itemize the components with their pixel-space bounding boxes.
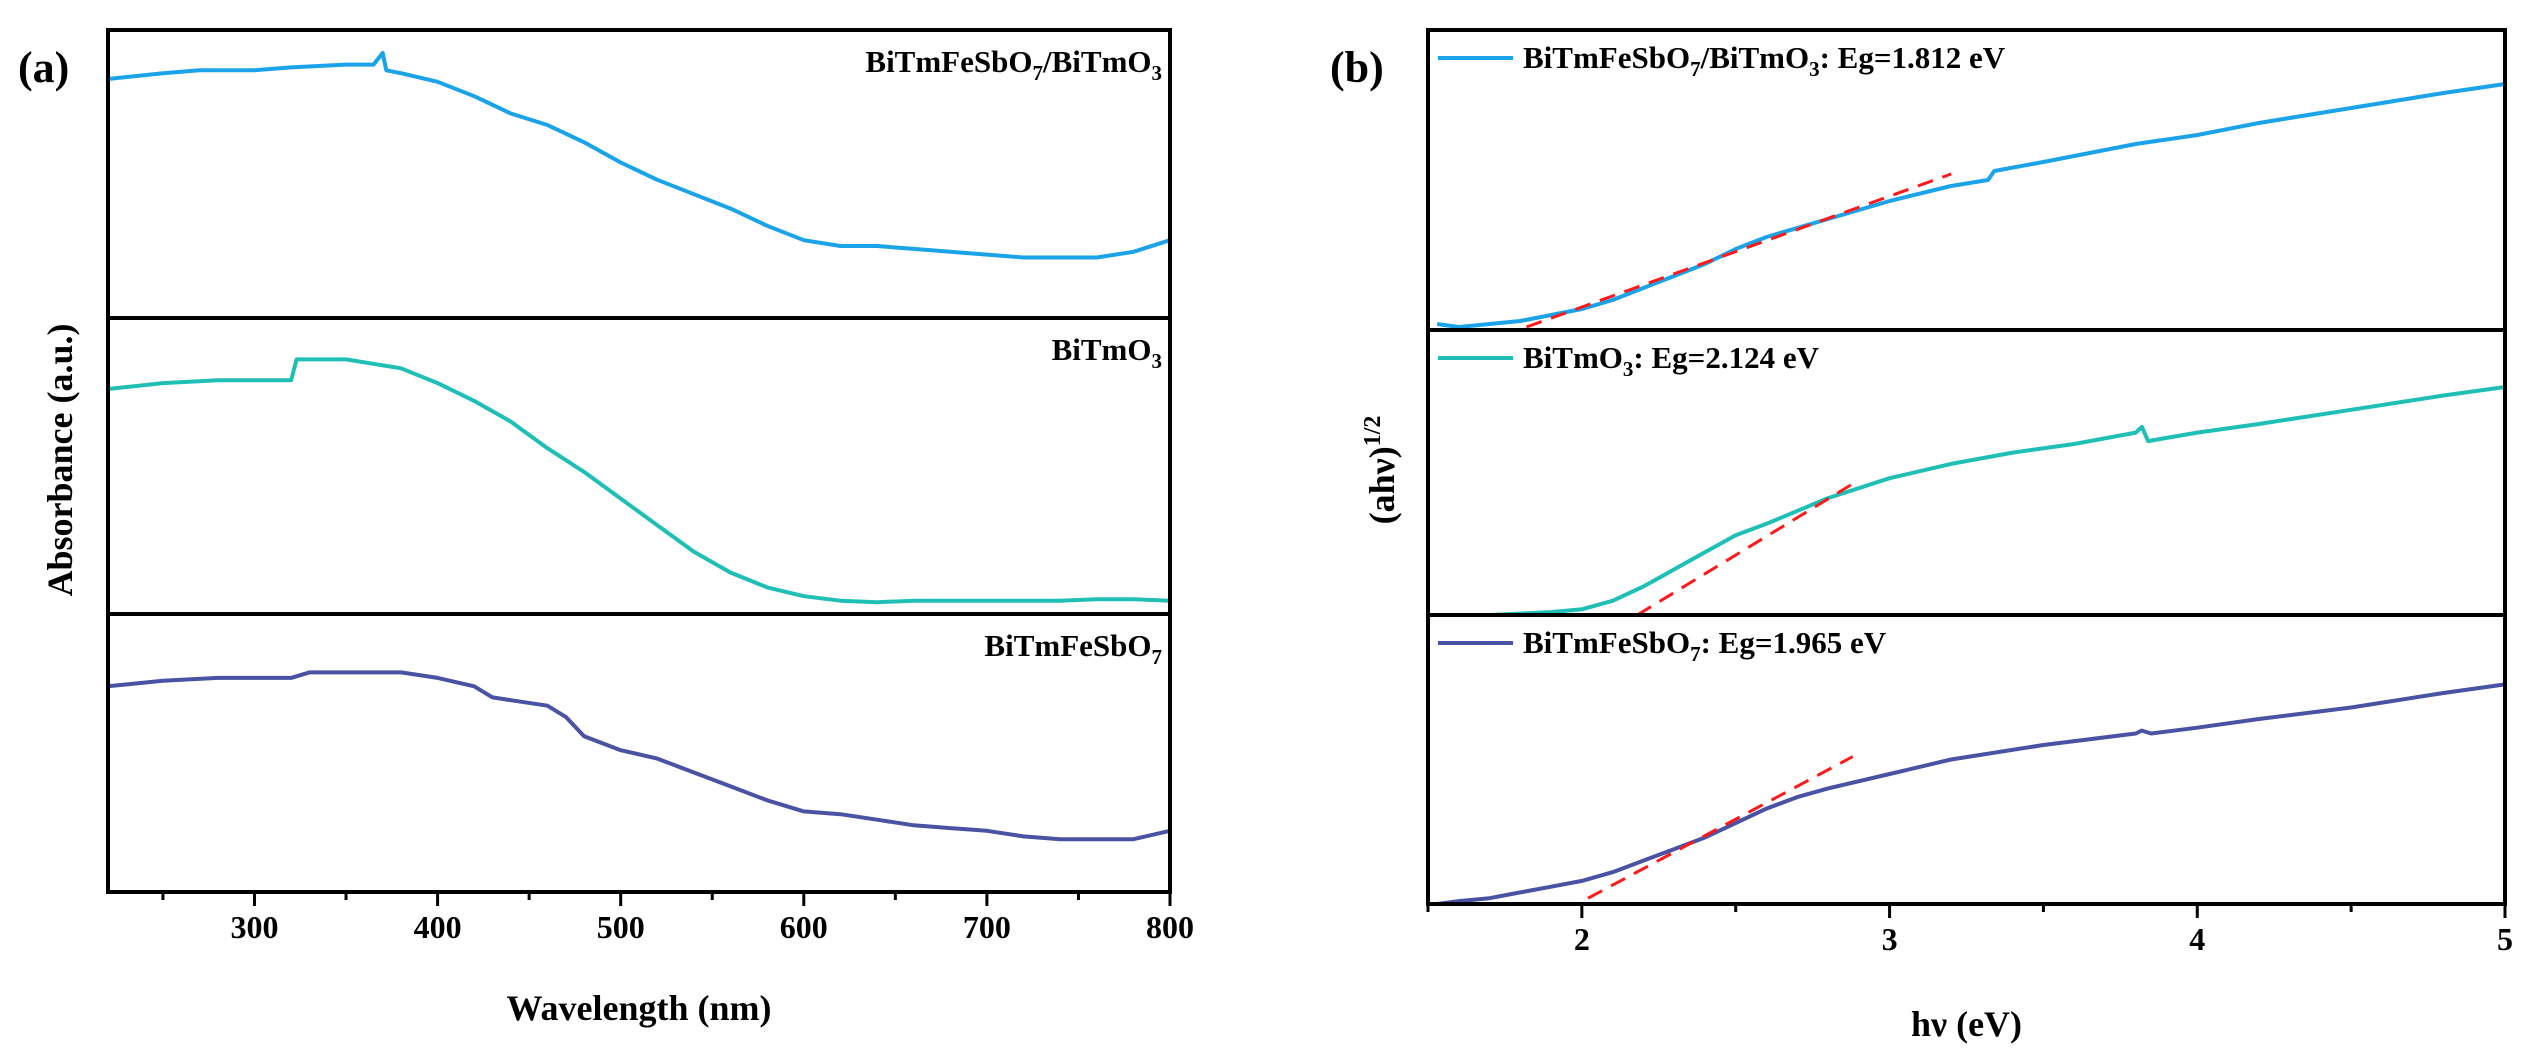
series-label-2-part: BiTmFeSbO (984, 628, 1151, 663)
legend-label-0-part: /BiTmO (1700, 40, 1810, 75)
series-line-2 (107, 670, 1171, 842)
legend-label-1-part: 3 (1623, 357, 1634, 381)
x-tick-label: 400 (414, 909, 462, 945)
x-tick-label: 5 (2497, 921, 2513, 957)
series-label-1: BiTmO3 (1052, 332, 1162, 373)
x-tick-label: 600 (780, 909, 828, 945)
legend-label-0: BiTmFeSbO7/BiTmO3: Eg=1.812 eV (1523, 40, 2006, 81)
legend-label-0-part: : Eg=1.812 eV (1820, 40, 2006, 75)
panel-label: (b) (1330, 43, 1384, 92)
legend-label-0-part: 3 (1809, 57, 1820, 81)
y-axis-title-sup: 1/2 (1360, 416, 1386, 447)
x-tick-label: 3 (1882, 921, 1898, 957)
series-line-2 (1436, 682, 2506, 906)
x-axis-title: Wavelength (nm) (507, 988, 772, 1028)
legend-label-2-part: BiTmFeSbO (1523, 625, 1690, 660)
subplot-frame-0 (1426, 28, 2507, 332)
legend-label-0-part: BiTmFeSbO (1523, 40, 1690, 75)
x-tick-label: 500 (597, 909, 645, 945)
tangent-fit-line-1 (1636, 482, 1854, 617)
series-label-0: BiTmFeSbO7/BiTmO3 (865, 44, 1162, 85)
subplot-frame-2 (1426, 613, 2507, 906)
series-label-1-part: 3 (1152, 349, 1163, 373)
series-label-2: BiTmFeSbO7 (984, 628, 1162, 669)
legend-label-0-part: 7 (1690, 57, 1701, 81)
series-line-1 (107, 357, 1171, 605)
x-tick-label: 300 (230, 909, 278, 945)
tangent-fit-line-2 (1587, 755, 1854, 900)
legend-label-1: BiTmO3: Eg=2.124 eV (1523, 340, 1820, 381)
series-line-0 (107, 51, 1171, 260)
y-axis-title-main: (ahν) (1362, 446, 1402, 524)
x-tick-label: 4 (2189, 921, 2205, 957)
series-line-0 (1436, 82, 2506, 329)
series-label-1-part: BiTmO (1052, 332, 1152, 367)
y-axis-title: (ahν)1/2 (1360, 416, 1402, 525)
subplot-frame-1 (106, 316, 1172, 616)
x-tick-label: 700 (963, 909, 1011, 945)
x-tick-label: 800 (1146, 909, 1194, 945)
series-label-0-part: BiTmFeSbO (865, 44, 1032, 79)
panel-b: (b) BiTmFeSbO7/BiTmO3: Eg=1.812 eVBiTmO3:… (1330, 28, 2513, 1044)
series-line-1 (1437, 385, 2506, 617)
legend-label-2: BiTmFeSbO7: Eg=1.965 eV (1523, 625, 1887, 666)
series-label-0-part: 3 (1152, 61, 1163, 85)
legend-label-1-part: BiTmO (1523, 340, 1623, 375)
subplot-frame-2 (106, 612, 1172, 894)
x-axis-title: hν (eV) (1911, 1004, 2022, 1044)
legend-label-2-part: : Eg=1.965 eV (1701, 625, 1887, 660)
x-tick-label: 2 (1574, 921, 1590, 957)
legend-label-2-part: 7 (1690, 642, 1701, 666)
series-label-2-part: 7 (1152, 645, 1163, 669)
y-axis-title: Absorbance (a.u.) (40, 323, 80, 596)
series-label-0-part: 7 (1032, 61, 1043, 85)
tangent-fit-line-0 (1525, 172, 1952, 329)
panel-label: (a) (18, 43, 69, 92)
series-label-0-part: /BiTmO (1042, 44, 1152, 79)
legend-label-1-part: : Eg=2.124 eV (1633, 340, 1819, 375)
